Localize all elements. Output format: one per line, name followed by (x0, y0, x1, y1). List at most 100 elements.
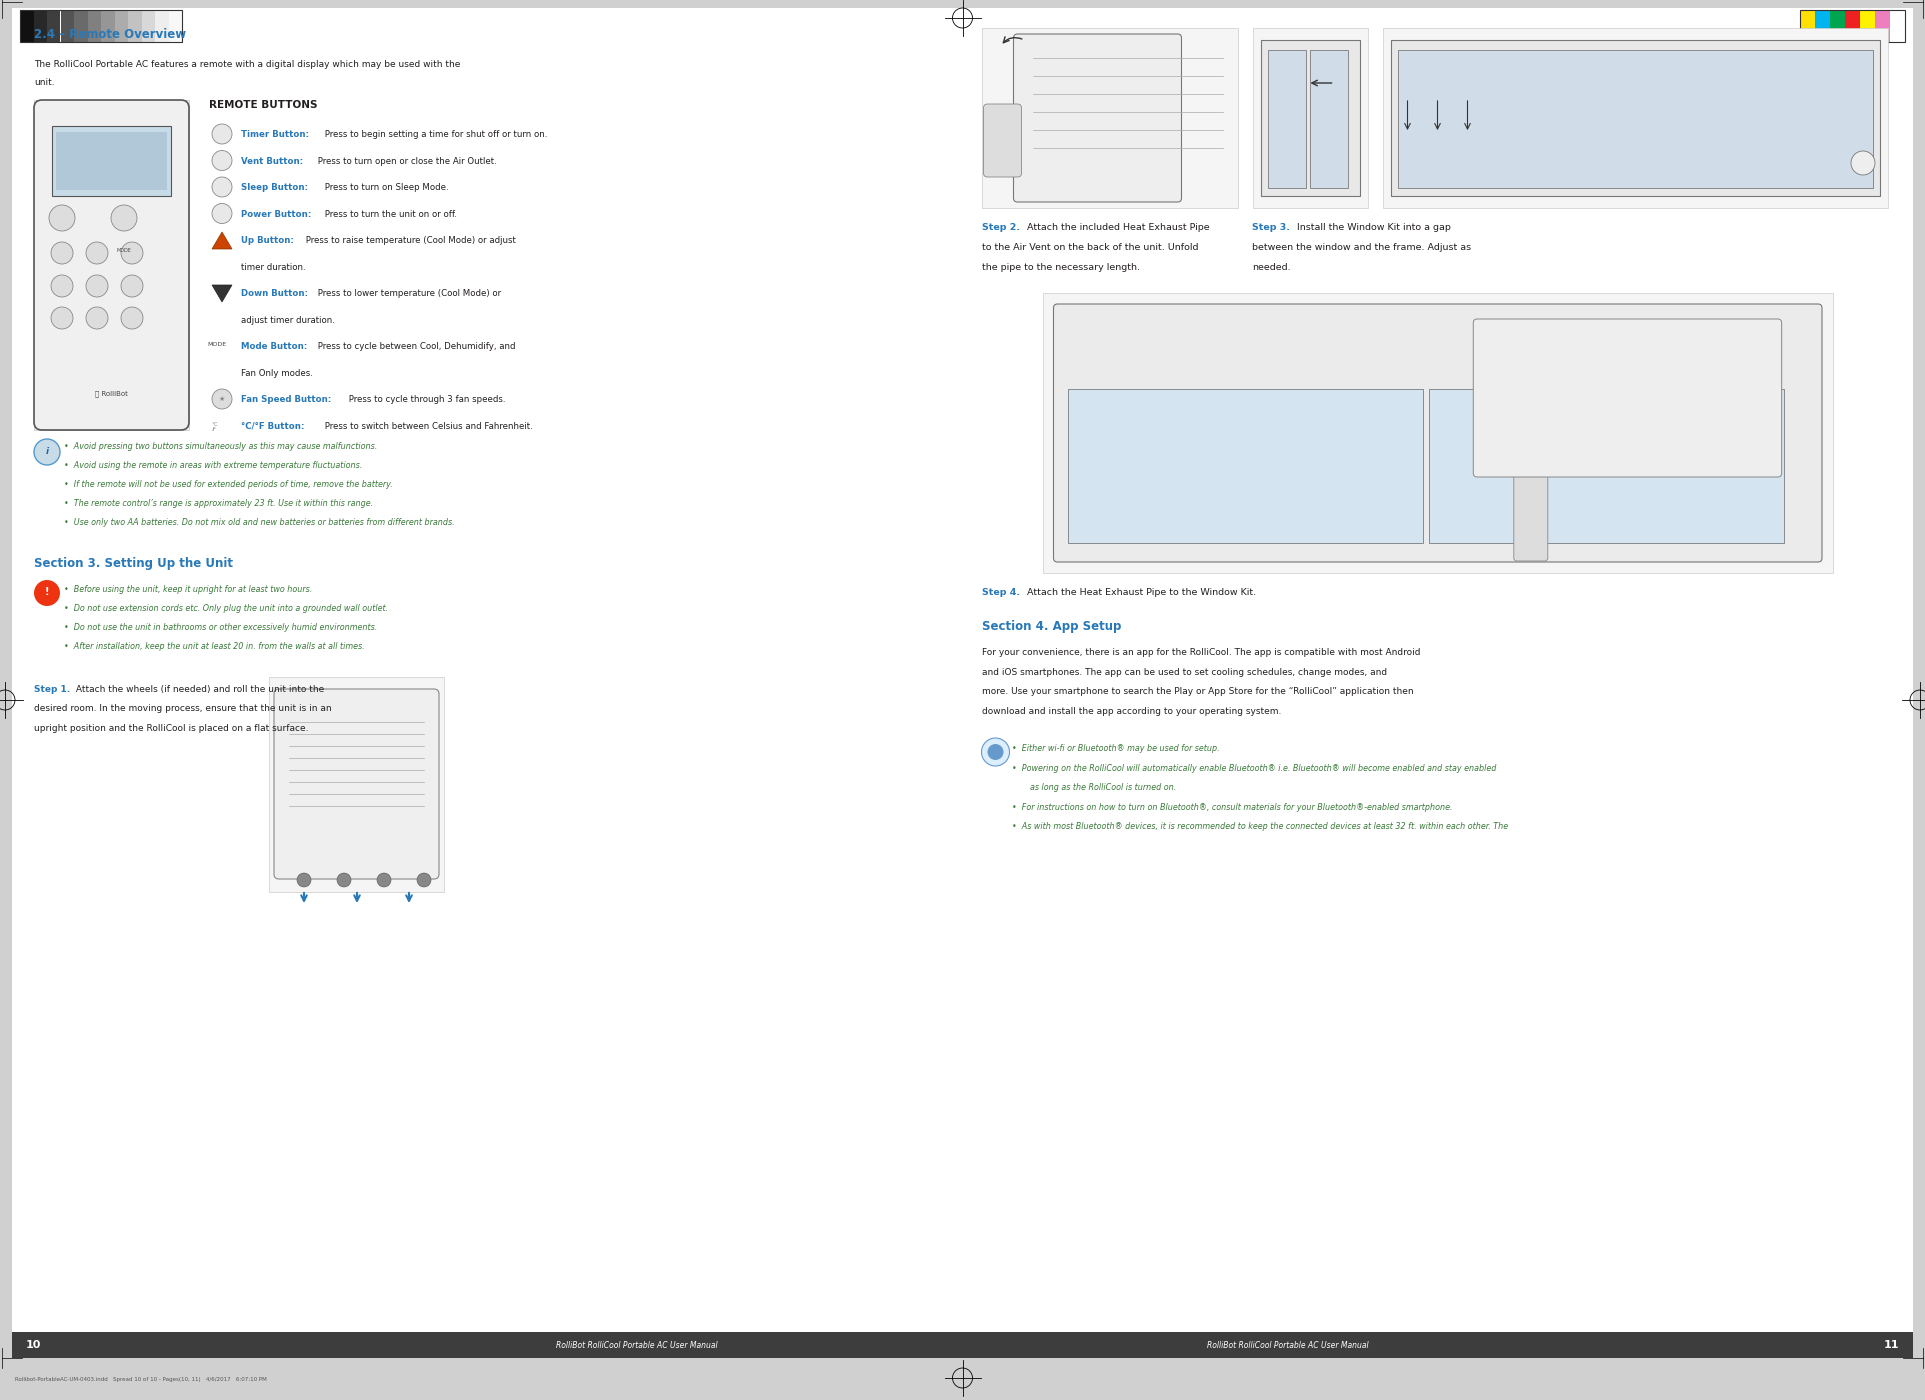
Bar (60, 10, 73, 42)
FancyBboxPatch shape (984, 104, 1022, 176)
Bar (52, 126, 171, 196)
Bar (1253, 28, 1367, 209)
Text: Fan Only modes.: Fan Only modes. (241, 368, 314, 378)
Bar (1800, 10, 1906, 42)
Polygon shape (212, 286, 233, 302)
Text: REMOTE BUTTONS: REMOTE BUTTONS (210, 99, 318, 111)
Circle shape (87, 242, 108, 265)
Bar (1844, 10, 1860, 42)
Text: •  Powering on the RolliCool will automatically enable Bluetooth® i.e. Bluetooth: • Powering on the RolliCool will automat… (1013, 763, 1498, 773)
Circle shape (112, 204, 137, 231)
FancyBboxPatch shape (1513, 470, 1548, 561)
Text: •  Do not use the unit in bathrooms or other excessively humid environments.: • Do not use the unit in bathrooms or ot… (64, 623, 377, 631)
Bar (114, 10, 127, 42)
Bar (270, 678, 445, 892)
Text: Press to lower temperature (Cool Mode) or: Press to lower temperature (Cool Mode) o… (316, 288, 502, 298)
Bar (56, 132, 167, 190)
Text: i: i (46, 447, 48, 455)
Text: 2.4 – Remote Overview: 2.4 – Remote Overview (35, 28, 187, 41)
Bar (33, 10, 46, 42)
Text: Down Button:: Down Button: (241, 288, 308, 298)
Text: more. Use your smartphone to search the Play or App Store for the “RolliCool” ap: more. Use your smartphone to search the … (982, 687, 1415, 696)
Bar (1261, 41, 1359, 196)
Text: •  If the remote will not be used for extended periods of time, remove the batte: • If the remote will not be used for ext… (64, 480, 393, 489)
Text: •  Before using the unit, keep it upright for at least two hours.: • Before using the unit, keep it upright… (64, 585, 312, 594)
Circle shape (982, 738, 1009, 766)
Bar (73, 10, 87, 42)
Circle shape (212, 389, 233, 409)
Bar (142, 10, 156, 42)
Text: Press to turn open or close the Air Outlet.: Press to turn open or close the Air Outl… (316, 157, 497, 165)
Text: Press to switch between Celsius and Fahrenheit.: Press to switch between Celsius and Fahr… (321, 421, 533, 431)
Bar (1311, 50, 1348, 188)
Text: Attach the wheels (if needed) and roll the unit into the: Attach the wheels (if needed) and roll t… (73, 685, 323, 694)
Bar (127, 10, 142, 42)
Text: 11: 11 (1883, 1340, 1898, 1350)
Text: For your convenience, there is an app for the RolliCool. The app is compatible w: For your convenience, there is an app fo… (982, 648, 1421, 657)
Bar (1043, 293, 1833, 573)
Bar (1815, 10, 1831, 42)
Bar (19, 10, 33, 42)
Circle shape (50, 242, 73, 265)
Text: desired room. In the moving process, ensure that the unit is in an: desired room. In the moving process, ens… (35, 704, 331, 714)
Text: °C
⁄F: °C ⁄F (212, 421, 219, 433)
Text: Mode Button:: Mode Button: (241, 342, 308, 351)
Circle shape (1852, 151, 1875, 175)
Text: Step 4.: Step 4. (982, 588, 1020, 596)
Text: °C/°F Button:: °C/°F Button: (241, 421, 304, 431)
Text: Power Button:: Power Button: (241, 210, 312, 218)
Text: Section 4. App Setup: Section 4. App Setup (982, 620, 1122, 633)
Circle shape (121, 307, 142, 329)
Text: •  Avoid using the remote in areas with extreme temperature fluctuations.: • Avoid using the remote in areas with e… (64, 461, 362, 470)
Circle shape (121, 274, 142, 297)
Text: Press to turn the unit on or off.: Press to turn the unit on or off. (321, 210, 456, 218)
Bar (1800, 10, 1815, 42)
Circle shape (48, 204, 75, 231)
Text: Install the Window Kit into a gap: Install the Window Kit into a gap (1294, 223, 1451, 232)
Bar (1390, 41, 1881, 196)
Text: Sleep Button:: Sleep Button: (241, 183, 308, 192)
Circle shape (418, 874, 431, 888)
FancyBboxPatch shape (1473, 319, 1783, 477)
FancyBboxPatch shape (1013, 34, 1182, 202)
Bar (982, 28, 1238, 209)
Text: Ⓡ RolliBot: Ⓡ RolliBot (94, 391, 127, 398)
Text: to the Air Vent on the back of the unit. Unfold: to the Air Vent on the back of the unit.… (982, 244, 1199, 252)
FancyBboxPatch shape (35, 99, 189, 430)
Text: RolliBot RolliCool Portable AC User Manual: RolliBot RolliCool Portable AC User Manu… (1207, 1341, 1369, 1350)
Text: upright position and the RolliCool is placed on a flat surface.: upright position and the RolliCool is pl… (35, 724, 308, 734)
Text: !: ! (44, 587, 50, 596)
Circle shape (212, 151, 233, 171)
Bar (156, 10, 169, 42)
Circle shape (35, 580, 60, 606)
Text: Rollibot-PortableAC-UM-0403.indd   Spread 10 of 10 - Pages(10, 11)   4/6/2017   : Rollibot-PortableAC-UM-0403.indd Spread … (15, 1378, 268, 1383)
Circle shape (50, 307, 73, 329)
Circle shape (212, 125, 233, 144)
Polygon shape (212, 232, 233, 249)
Bar (12, 8, 962, 1358)
Text: Step 1.: Step 1. (35, 685, 69, 694)
Text: MODE: MODE (117, 248, 131, 252)
Text: The RolliCool Portable AC features a remote with a digital display which may be : The RolliCool Portable AC features a rem… (35, 60, 460, 69)
Text: Press to cycle through 3 fan speeds.: Press to cycle through 3 fan speeds. (346, 395, 506, 405)
Text: •  Do not use extension cords etc. Only plug the unit into a grounded wall outle: • Do not use extension cords etc. Only p… (64, 603, 389, 613)
Text: Attach the Heat Exhaust Pipe to the Window Kit.: Attach the Heat Exhaust Pipe to the Wind… (1024, 588, 1257, 596)
Text: unit.: unit. (35, 78, 54, 87)
Text: needed.: needed. (1253, 263, 1292, 272)
Bar (46, 10, 60, 42)
Text: •  Use only two AA batteries. Do not mix old and new batteries or batteries from: • Use only two AA batteries. Do not mix … (64, 518, 454, 526)
Circle shape (337, 874, 350, 888)
Circle shape (50, 274, 73, 297)
Circle shape (87, 307, 108, 329)
Text: •  The remote control’s range is approximately 23 ft. Use it within this range.: • The remote control’s range is approxim… (64, 498, 373, 508)
Text: Step 2.: Step 2. (982, 223, 1020, 232)
Bar (1428, 389, 1784, 543)
Text: •  For instructions on how to turn on Bluetooth®, consult materials for your Blu: • For instructions on how to turn on Blu… (1013, 802, 1453, 812)
Text: ★: ★ (219, 396, 225, 402)
Text: Timer Button:: Timer Button: (241, 130, 310, 139)
Circle shape (988, 743, 1003, 760)
Bar (1068, 389, 1423, 543)
Text: •  As with most Bluetooth® devices, it is recommended to keep the connected devi: • As with most Bluetooth® devices, it is… (1013, 822, 1509, 832)
Text: •  Avoid pressing two buttons simultaneously as this may cause malfunctions.: • Avoid pressing two buttons simultaneou… (64, 442, 377, 451)
Bar (962, 1331, 1913, 1358)
